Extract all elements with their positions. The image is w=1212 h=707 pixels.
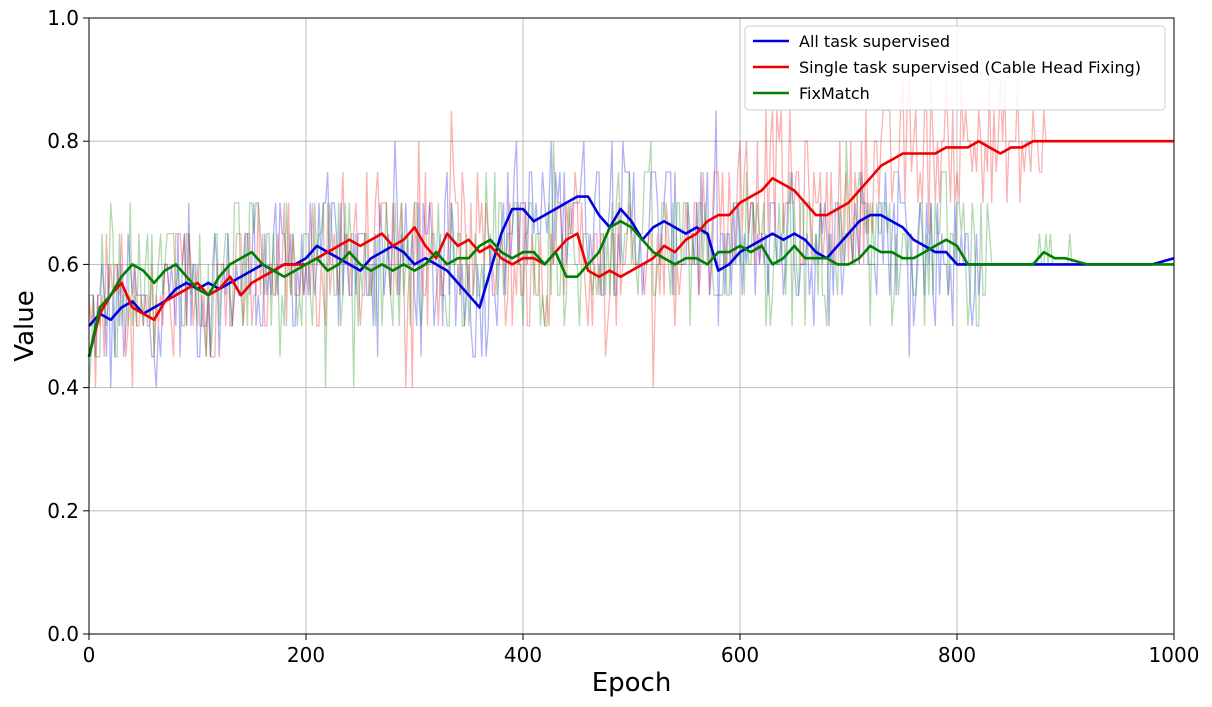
series-line-2	[87, 220, 1174, 358]
y-tick-label: 0.6	[47, 252, 79, 276]
series-line-0	[88, 195, 1175, 327]
raw-line-series-1	[88, 79, 1174, 388]
x-tick-label: 400	[504, 643, 542, 667]
x-tick-label: 600	[721, 643, 759, 667]
plot-frame	[88, 17, 1175, 635]
y-axis-ticks: 0.0 0.2 0.4 0.6 0.8 1.0	[47, 6, 89, 646]
legend-entry: FixMatch	[799, 84, 870, 103]
x-axis-label: Epoch	[592, 668, 672, 698]
legend-entry: Single task supervised (Cable Head Fixin…	[799, 58, 1141, 77]
legend: All task supervised Single task supervise…	[744, 25, 1166, 111]
series-line-1	[87, 139, 1174, 358]
legend-box	[744, 25, 1166, 111]
y-tick-label: 0.4	[47, 376, 79, 400]
y-axis-label: Value	[10, 290, 40, 361]
smoothed-series-lines	[87, 139, 1175, 358]
x-tick-label: 0	[83, 643, 96, 667]
y-tick-label: 0.0	[47, 622, 79, 646]
y-tick-label: 0.2	[47, 499, 79, 523]
x-tick-label: 1000	[1149, 643, 1200, 667]
legend-entry: All task supervised	[799, 32, 950, 51]
x-tick-label: 800	[938, 643, 976, 667]
x-tick-label: 200	[287, 643, 325, 667]
y-tick-label: 1.0	[47, 6, 79, 30]
y-tick-label: 0.8	[47, 129, 79, 153]
x-axis-ticks: 0 200 400 600 800 1000	[83, 634, 1200, 667]
